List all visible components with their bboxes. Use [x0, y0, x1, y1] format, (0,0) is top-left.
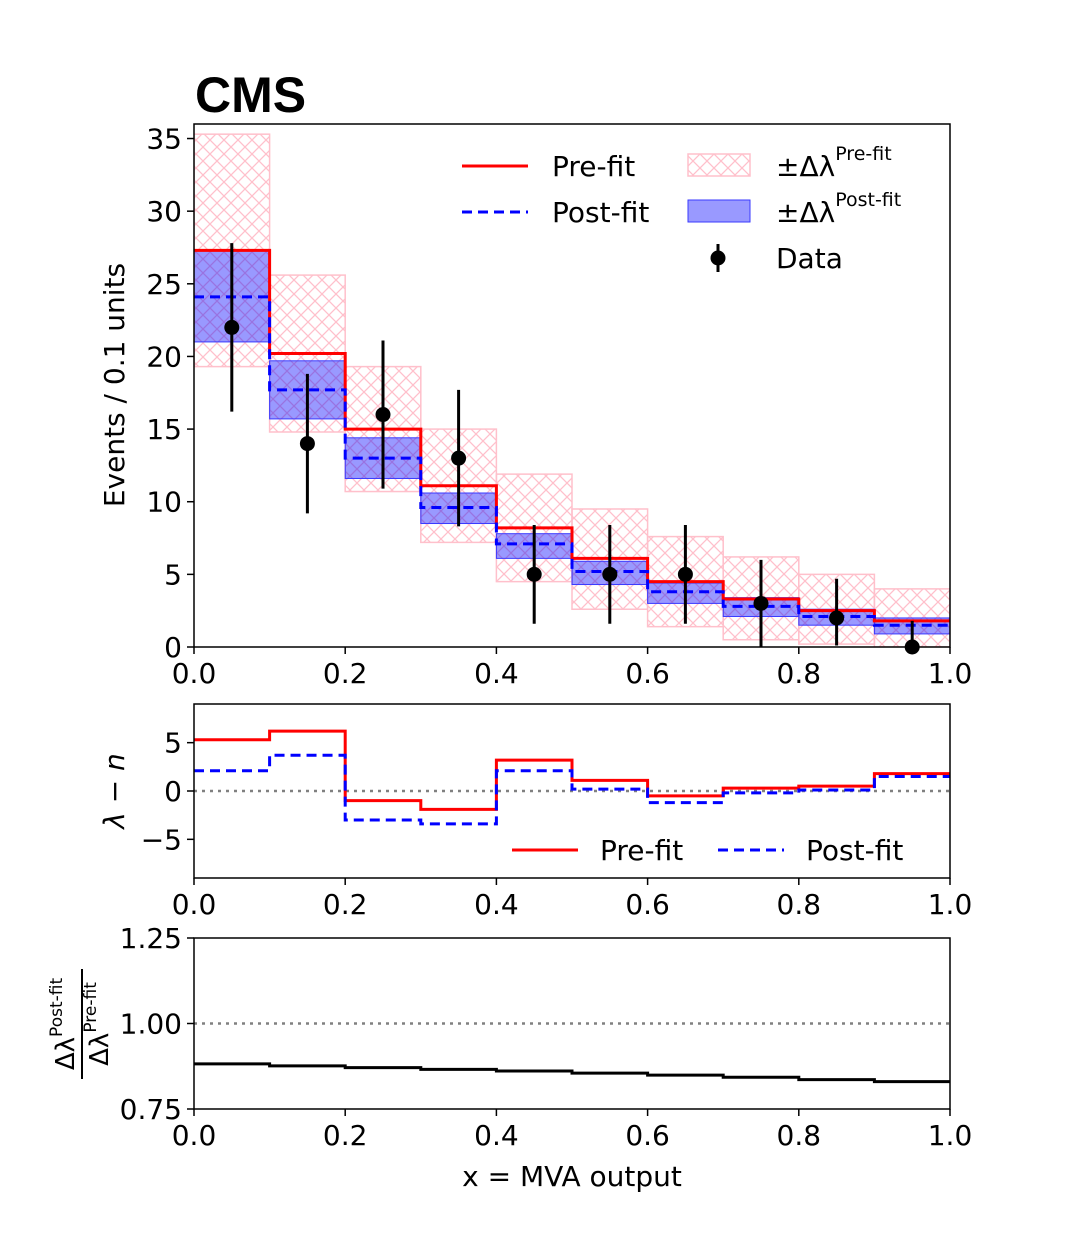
main-xtick-label: 1.0: [928, 657, 973, 690]
main-xtick-label: 0.0: [172, 657, 217, 690]
residual-xtick-label: 0.4: [474, 888, 519, 921]
main-xtick-label: 0.4: [474, 657, 519, 690]
ratio-xtick-label: 0.8: [777, 1119, 822, 1152]
residual-xtick-label: 0.2: [323, 888, 368, 921]
data-point: [451, 450, 467, 466]
data-point: [602, 566, 618, 582]
ratio-xtick-label: 0.0: [172, 1119, 217, 1152]
ratio-ylabel-denominator-sup: Pre-fit: [81, 982, 101, 1033]
ratio-line: [194, 1062, 950, 1084]
main-ytick-label: 30: [146, 195, 182, 228]
cms-label: CMS: [195, 67, 306, 123]
main-ytick-label: 25: [146, 268, 182, 301]
main-frame: [193, 123, 951, 648]
ratio-xtick-label: 0.6: [625, 1119, 670, 1152]
ratio-xtick-label: 1.0: [928, 1119, 973, 1152]
residual-legend-postfit-label: Post-fit: [806, 834, 903, 867]
legend-data-marker: [710, 250, 726, 266]
legend-prefit-band-swatch: [687, 153, 751, 177]
residual-legend-prefit-label: Pre-fit: [600, 834, 683, 867]
ratio-ytick-label: 0.75: [120, 1093, 182, 1126]
residual-panel: 0.0 0.2 0.4 0.6 0.8 1.0 5 0 −5 λ − n Pre-fit Post-f…: [98, 703, 973, 921]
main-xtick-label: 0.8: [777, 657, 822, 690]
data-point: [677, 566, 693, 582]
legend-prefit-band-sup: Pre-fit: [835, 143, 891, 165]
legend-postfit-band-swatch: [687, 199, 751, 223]
ratio-panel: 0.0 0.2 0.4 0.6 0.8 1.0 0.75 1.00 1.25 x = MVA ou…: [47, 922, 972, 1193]
legend-prefit-label: Pre-fit: [552, 150, 635, 183]
residual-xtick-label: 0.0: [172, 888, 217, 921]
ratio-xtick-label: 0.4: [474, 1119, 519, 1152]
main-ytick-label: 20: [146, 340, 182, 373]
main-xtick-label: 0.6: [625, 657, 670, 690]
ratio-ylabel-numerator-sup: Post-fit: [47, 978, 67, 1037]
legend-postfit-label: Post-fit: [552, 196, 649, 229]
main-histogram-panel: 0.0 0.2 0.4 0.6 0.8 1.0 0 5 10 15 20 25 30 35 Events /…: [98, 123, 972, 690]
residual-ylabel: λ − n: [98, 753, 131, 831]
residual-ytick-label: −5: [141, 823, 182, 856]
data-point: [753, 595, 769, 611]
data-point: [299, 436, 315, 452]
ratio-ytick-label: 1.25: [120, 922, 182, 955]
ratio-ytick-label: 1.00: [120, 1008, 182, 1041]
main-xtick-label: 0.2: [323, 657, 368, 690]
residual-xtick-label: 0.6: [625, 888, 670, 921]
main-ytick-label: 35: [146, 123, 182, 156]
legend-data-label: Data: [776, 242, 843, 275]
legend-prefit-band-label: ±ΔλPre-fit: [776, 143, 892, 183]
data-point: [375, 407, 391, 423]
main-ytick-label: 15: [146, 413, 182, 446]
residual-xtick-label: 0.8: [777, 888, 822, 921]
data-point: [224, 319, 240, 335]
legend-postfit-band-label: ±ΔλPost-fit: [776, 189, 901, 229]
main-ytick-label: 0: [164, 631, 182, 664]
ratio-xtick-label: 0.2: [323, 1119, 368, 1152]
residual-xtick-label: 1.0: [928, 888, 973, 921]
ratio-xlabel: x = MVA output: [462, 1160, 682, 1193]
data-point: [829, 610, 845, 626]
data-point: [526, 566, 542, 582]
legend-postfit-band-sup: Post-fit: [835, 189, 901, 211]
ratio-ylabel-denominator: ΔλPre-fit: [81, 982, 115, 1066]
main-ytick-label: 10: [146, 486, 182, 519]
residual-ytick-label: 5: [164, 727, 182, 760]
residual-ytick-label: 0: [164, 775, 182, 808]
residual-postfit-line: [194, 753, 950, 826]
ratio-ylabel-numerator: ΔλPost-fit: [47, 978, 81, 1071]
main-ytick-label: 5: [164, 558, 182, 591]
main-ylabel: Events / 0.1 units: [98, 263, 131, 507]
